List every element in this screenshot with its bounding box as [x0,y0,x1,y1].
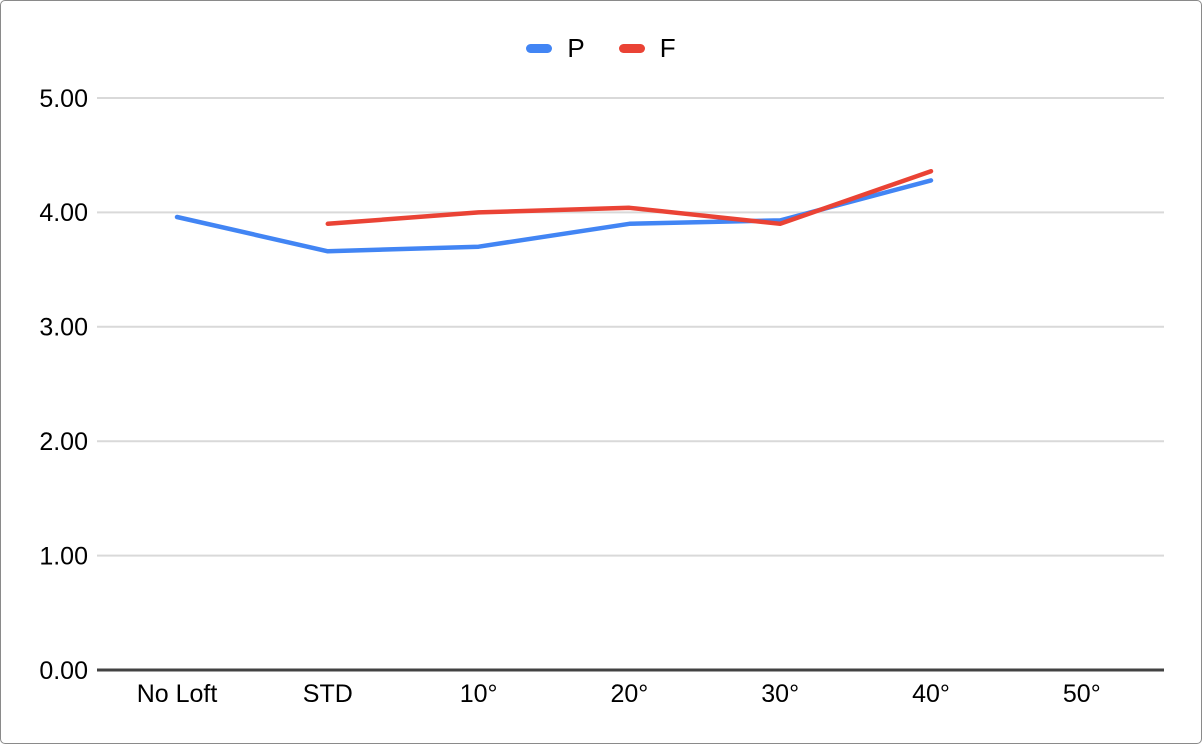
x-tick-label: 20° [610,680,648,708]
legend-swatch-f-icon [618,43,645,53]
legend-item-p[interactable]: P [526,33,585,63]
y-tick-label: 5.00 [39,85,88,113]
series-line-p [174,178,934,254]
x-tick-label: 50° [1063,680,1101,708]
y-tick-label: 1.00 [39,542,88,570]
y-tick-label: 0.00 [39,657,88,685]
legend-label-f: F [659,33,676,63]
y-tick-label: 4.00 [39,199,88,227]
legend-label-p: P [567,33,585,63]
y-tick-label: 3.00 [39,314,88,342]
legend-swatch-p-icon [526,43,553,53]
x-tick-label: STD [303,680,353,708]
x-tick-label: No Loft [137,680,218,708]
series-line-f [325,168,934,227]
x-tick-label: 30° [761,680,799,708]
y-tick-label: 2.00 [39,428,88,456]
legend-item-f[interactable]: F [618,33,676,63]
x-tick-label: 40° [912,680,950,708]
chart-legend: P F [1,35,1201,61]
x-tick-label: 10° [460,680,498,708]
